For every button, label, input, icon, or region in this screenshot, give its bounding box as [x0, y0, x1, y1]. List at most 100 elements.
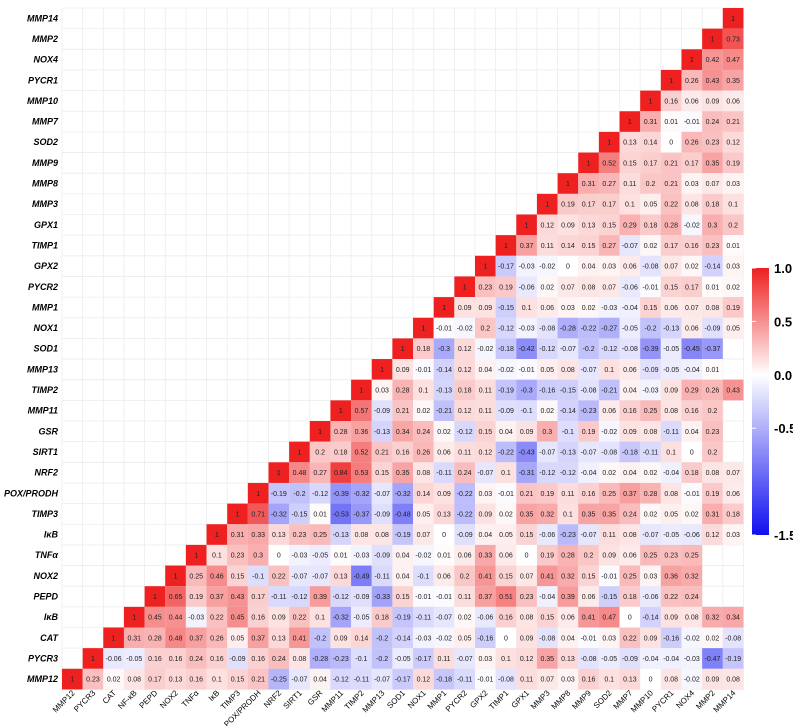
cell-value-label: 0.16: [582, 677, 596, 684]
heatmap-cell: [330, 524, 352, 545]
heatmap-cell: [578, 400, 599, 421]
heatmap-cell: [660, 668, 682, 690]
cell-value-label: -0.11: [457, 677, 473, 684]
heatmap-cell: [722, 69, 744, 91]
heatmap-cell: [660, 297, 682, 318]
row-label: SOD1: [33, 344, 58, 354]
cell-value-label: 0.16: [169, 656, 183, 663]
heatmap-cell: [722, 173, 744, 194]
cell-value-label: 0.11: [479, 408, 492, 415]
heatmap-cell: [660, 565, 682, 587]
cell-value-label: 0.21: [664, 160, 678, 167]
cell-value-label: 0.15: [644, 305, 658, 312]
heatmap-cell: [433, 668, 455, 690]
heatmap-cell: [557, 359, 579, 380]
cell-value-label: -0.12: [601, 346, 617, 353]
cell-value-label: 0.37: [210, 594, 224, 601]
cell-value-label: 0.07: [706, 181, 720, 188]
heatmap-cell: [392, 648, 414, 669]
cell-value-label: -0.14: [643, 615, 659, 622]
cell-value-label: 0.28: [334, 429, 348, 436]
cell-value-label: 0.02: [458, 615, 472, 622]
row-label: MMP11: [28, 406, 58, 416]
heatmap-cell: [495, 606, 517, 628]
cell-value-label: 1: [711, 36, 715, 43]
heatmap-cell: [330, 482, 352, 504]
heatmap-cell: [516, 255, 537, 277]
cell-value-label: 0: [566, 264, 570, 271]
heatmap-cell: [598, 586, 620, 607]
heatmap-cell: [681, 462, 703, 483]
cell-value-label: 0.03: [726, 264, 740, 271]
cell-value-label: 0.08: [664, 408, 678, 415]
cell-value-label: -0.03: [643, 388, 659, 395]
cell-value-label: 0.18: [623, 594, 637, 601]
cell-value-label: -0.02: [436, 635, 452, 642]
cell-value-label: 0.18: [644, 222, 658, 229]
cell-value-label: -0.2: [376, 656, 388, 663]
colorbar-gradient: [752, 268, 769, 535]
cell-value-label: 0.25: [313, 532, 327, 539]
heatmap-cell: [681, 565, 703, 587]
heatmap-cell: [557, 586, 579, 607]
heatmap-cell: [660, 524, 682, 545]
heatmap-cell: [557, 421, 579, 442]
heatmap-cell: [702, 400, 723, 421]
heatmap-cell: [640, 193, 661, 215]
cell-value-label: 0.32: [706, 615, 720, 622]
heatmap-cell: [123, 627, 145, 649]
heatmap-cell: [475, 544, 496, 566]
heatmap-cell: [598, 193, 620, 215]
cell-value-label: 0.09: [396, 367, 410, 374]
cell-value-label: 0.23: [293, 532, 307, 539]
cell-value-label: -0.05: [622, 326, 638, 333]
heatmap-cell: [681, 379, 703, 401]
cell-value-label: -0.08: [725, 635, 741, 642]
cell-value-label: 0.01: [313, 511, 327, 518]
heatmap-cell: [722, 131, 744, 153]
cell-value-label: 0.27: [602, 243, 616, 250]
cell-value-label: 0.06: [602, 408, 616, 415]
heatmap-cell: [640, 317, 661, 339]
cell-value-label: 0.43: [726, 388, 740, 395]
cell-value-label: 0.36: [355, 429, 369, 436]
heatmap-cell: [82, 648, 104, 669]
heatmap-cell: [578, 462, 599, 483]
heatmap-cell: [536, 317, 558, 339]
heatmap-cell: [598, 297, 620, 318]
heatmap-cell: [702, 90, 723, 112]
cell-value-label: -0.2: [293, 491, 305, 498]
cell-value-label: 1: [359, 388, 363, 395]
cell-value-label: 1: [628, 119, 632, 126]
heatmap-cell: [660, 627, 682, 649]
cell-value-label: -0.07: [581, 449, 597, 456]
heatmap-cell: [557, 648, 579, 669]
heatmap-cell: [475, 276, 496, 298]
heatmap-cell: [413, 400, 434, 421]
heatmap-cell: [392, 503, 414, 525]
heatmap-cell: [289, 606, 310, 628]
cell-value-label: 0.23: [86, 677, 100, 684]
heatmap-cell: [536, 524, 558, 545]
cell-value-label: 0.65: [169, 594, 183, 601]
heatmap-cell: [454, 421, 475, 442]
cell-value-label: -0.03: [291, 553, 307, 560]
cell-value-label: -0.06: [684, 532, 700, 539]
cell-value-label: 0.19: [540, 553, 554, 560]
heatmap-cell: [206, 586, 228, 607]
row-label: NOX2: [33, 571, 58, 581]
cell-value-label: 0.07: [602, 284, 616, 291]
cell-value-label: 0.04: [685, 429, 699, 436]
cell-value-label: 0.35: [706, 160, 720, 167]
cell-value-label: -0.17: [395, 677, 411, 684]
heatmap-cell: [392, 421, 414, 442]
cell-value-label: 0.07: [664, 264, 678, 271]
heatmap-cell: [454, 648, 475, 669]
heatmap-cell: [640, 400, 661, 421]
heatmap-cell: [495, 255, 517, 277]
heatmap-cell: [536, 648, 558, 669]
cell-value-label: -0.02: [477, 346, 493, 353]
cell-value-label: -0.11: [663, 429, 679, 436]
heatmap-cell: [598, 152, 620, 174]
heatmap-cell: [557, 255, 579, 277]
